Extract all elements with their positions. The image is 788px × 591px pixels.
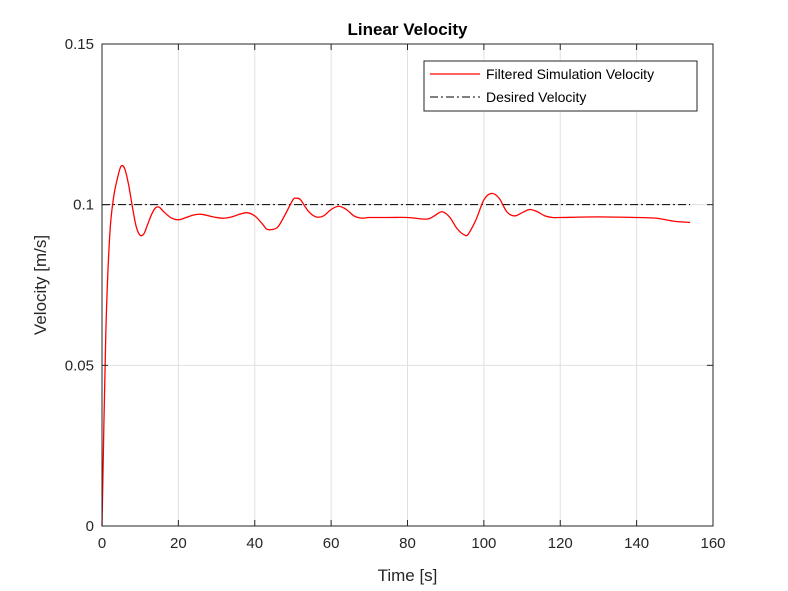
ticks: 0 20 40 60 80 100 120 140 160 0 0.05 0.1 0.15 (65, 36, 726, 552)
x-axis-label: Time [s] (378, 566, 438, 585)
legend-label-simulation: Filtered Simulation Velocity (486, 66, 654, 82)
series-layer (101, 164, 691, 527)
y-axis-label: Velocity [m/s] (31, 235, 50, 335)
x-tick-label: 0 (98, 535, 106, 552)
x-tick-label: 120 (548, 535, 573, 552)
x-tick-label: 160 (700, 535, 725, 552)
legend-box (423, 60, 698, 112)
y-tick-label: 0.1 (73, 197, 94, 214)
x-tick-label: 80 (399, 535, 416, 552)
x-tick-label: 20 (170, 535, 187, 552)
y-tick-label: 0.15 (65, 36, 94, 53)
y-tick-label: 0.05 (65, 357, 94, 374)
x-tick-label: 100 (471, 535, 496, 552)
legend-label-desired: Desired Velocity (486, 89, 586, 105)
x-tick-label: 60 (323, 535, 340, 552)
chart-title: Linear Velocity (348, 20, 469, 39)
legend: Filtered Simulation Velocity Desired Vel… (423, 60, 698, 112)
x-tick-label: 40 (246, 535, 263, 552)
series-line-simulation (101, 164, 691, 527)
y-tick-label: 0 (86, 518, 94, 535)
x-tick-label: 140 (624, 535, 649, 552)
